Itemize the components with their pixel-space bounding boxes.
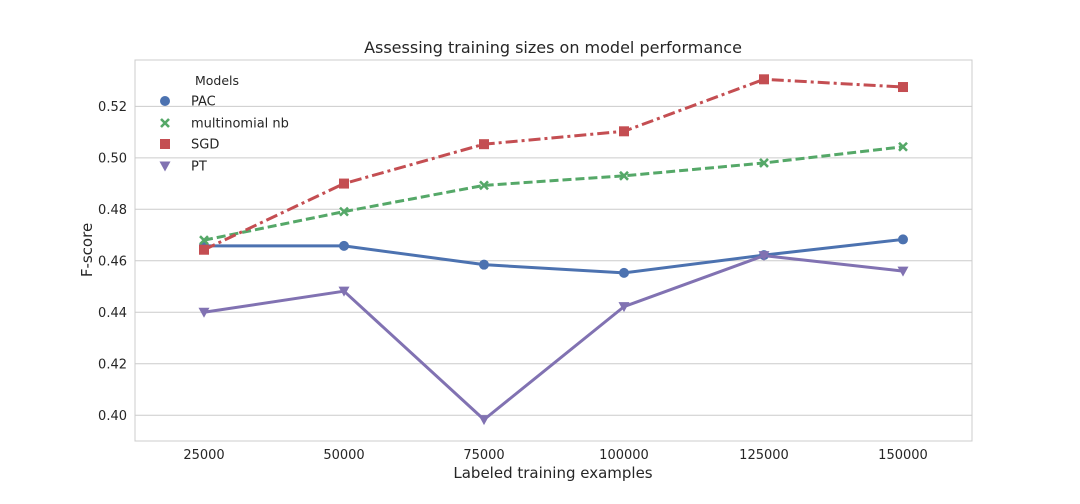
legend-marker: [159, 161, 171, 172]
plot-frame: [134, 59, 973, 442]
data-point: [759, 74, 769, 85]
plot-background: [135, 60, 972, 441]
x-tick-label: 125000: [739, 448, 789, 463]
data-point: [758, 251, 770, 262]
data-point: [619, 170, 629, 181]
data-point: [898, 82, 908, 93]
data-point: [339, 178, 349, 189]
legend-label: multinomial nb: [191, 117, 289, 132]
series-line: [204, 237, 904, 275]
x-tick-label: 100000: [599, 448, 649, 463]
data-point: [339, 206, 349, 217]
legend-item: SGD: [160, 138, 219, 153]
data-point: [199, 244, 209, 255]
y-tick-label: 0.46: [98, 254, 127, 269]
legend-label: PAC: [191, 95, 216, 110]
legend-item: PAC: [160, 95, 216, 110]
y-tick-label: 0.42: [98, 357, 127, 372]
data-point: [198, 307, 210, 318]
series-sgd: [199, 74, 908, 255]
x-tick-label: 75000: [463, 448, 504, 463]
data-point: [898, 234, 908, 245]
legend-label: PT: [191, 160, 207, 175]
legend-marker: [160, 139, 170, 149]
data-point: [898, 141, 908, 152]
y-tick-label: 0.48: [98, 203, 127, 218]
series-line: [203, 77, 904, 252]
y-tick-label: 0.44: [98, 306, 127, 321]
x-tick-label: 25000: [183, 448, 224, 463]
data-point: [199, 235, 209, 246]
data-point: [618, 302, 630, 313]
data-point: [478, 415, 490, 426]
x-tick-label: 150000: [878, 448, 928, 463]
legend-title: Models: [195, 73, 239, 88]
legend-item: PT: [159, 160, 207, 175]
legend: Models PAC multinomial nb SGD PT: [159, 73, 289, 175]
legend-marker: [160, 118, 170, 128]
data-point: [759, 158, 769, 168]
data-point: [479, 139, 489, 150]
legend-label: SGD: [191, 138, 219, 153]
series-pt: [198, 251, 909, 426]
series-layer: [198, 74, 909, 426]
y-tick-label: 0.52: [98, 100, 127, 115]
x-axis-label: Labeled training examples: [453, 464, 652, 482]
x-tick-label: 50000: [323, 448, 364, 463]
data-point: [338, 286, 350, 297]
data-point: [897, 266, 909, 277]
y-tick-label: 0.40: [98, 409, 127, 424]
data-point: [479, 180, 489, 191]
series-line: [203, 145, 904, 242]
data-point: [479, 259, 489, 270]
y-tick-labels: 0.40 0.42 0.44 0.46 0.48 0.50 0.52: [98, 100, 127, 424]
y-tick-label: 0.50: [98, 151, 127, 166]
data-point: [619, 126, 629, 137]
y-axis-label: F-score: [78, 223, 96, 277]
legend-item: multinomial nb: [160, 117, 289, 132]
chart-title: Assessing training sizes on model perfor…: [364, 38, 742, 57]
legend-marker: [160, 96, 170, 106]
series-multinomial-nb: [199, 141, 908, 246]
data-point: [339, 240, 349, 251]
x-tick-labels: 25000 50000 75000 100000 125000 150000: [183, 448, 928, 463]
data-point: [619, 267, 629, 278]
series-line: [203, 254, 904, 422]
